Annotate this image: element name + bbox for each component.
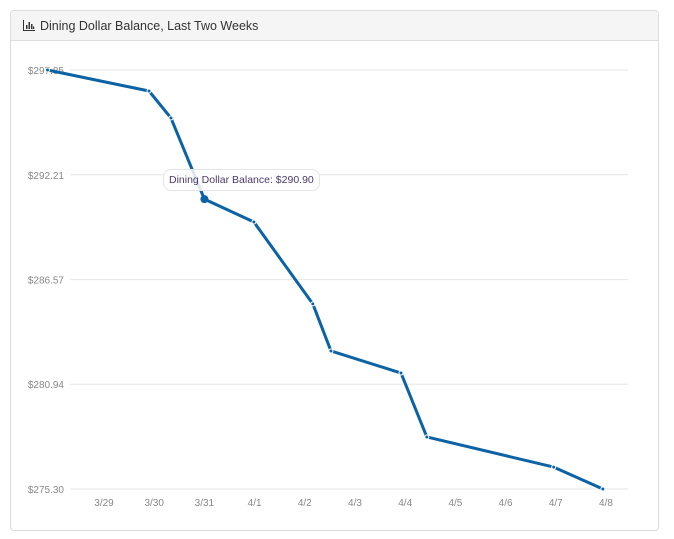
y-tick-label: $280.94	[28, 380, 65, 391]
chart-panel: Dining Dollar Balance, Last Two Weeks	[10, 10, 659, 531]
data-point	[168, 115, 174, 121]
bar-chart-icon	[23, 20, 35, 31]
data-point	[328, 348, 334, 354]
y-tick-label: $286.57	[28, 276, 65, 287]
y-tick-label: $275.30	[28, 485, 65, 496]
data-point	[146, 88, 152, 94]
panel-header: Dining Dollar Balance, Last Two Weeks	[11, 11, 658, 41]
data-point	[398, 370, 404, 376]
x-tick-label: 4/4	[398, 498, 412, 509]
data-point	[310, 301, 316, 307]
x-tick-label: 4/6	[499, 498, 513, 509]
panel-title: Dining Dollar Balance, Last Two Weeks	[40, 18, 259, 33]
x-tick-label: 3/29	[94, 498, 114, 509]
data-point	[424, 434, 430, 440]
data-point	[251, 219, 257, 225]
x-tick-label: 4/5	[448, 498, 462, 509]
x-tick-label: 4/2	[298, 498, 312, 509]
data-point	[600, 486, 606, 492]
data-point	[45, 67, 51, 73]
data-point	[551, 464, 557, 470]
x-tick-label: 3/31	[195, 498, 215, 509]
x-tick-label: 4/1	[248, 498, 262, 509]
x-tick-label: 4/3	[348, 498, 362, 509]
highlighted-data-point	[200, 195, 209, 204]
y-tick-label: $292.21	[28, 171, 65, 182]
x-tick-label: 4/7	[549, 498, 563, 509]
tooltip: Dining Dollar Balance: $290.90	[163, 169, 320, 191]
x-tick-label: 3/30	[144, 498, 164, 509]
x-tick-label: 4/8	[599, 498, 613, 509]
